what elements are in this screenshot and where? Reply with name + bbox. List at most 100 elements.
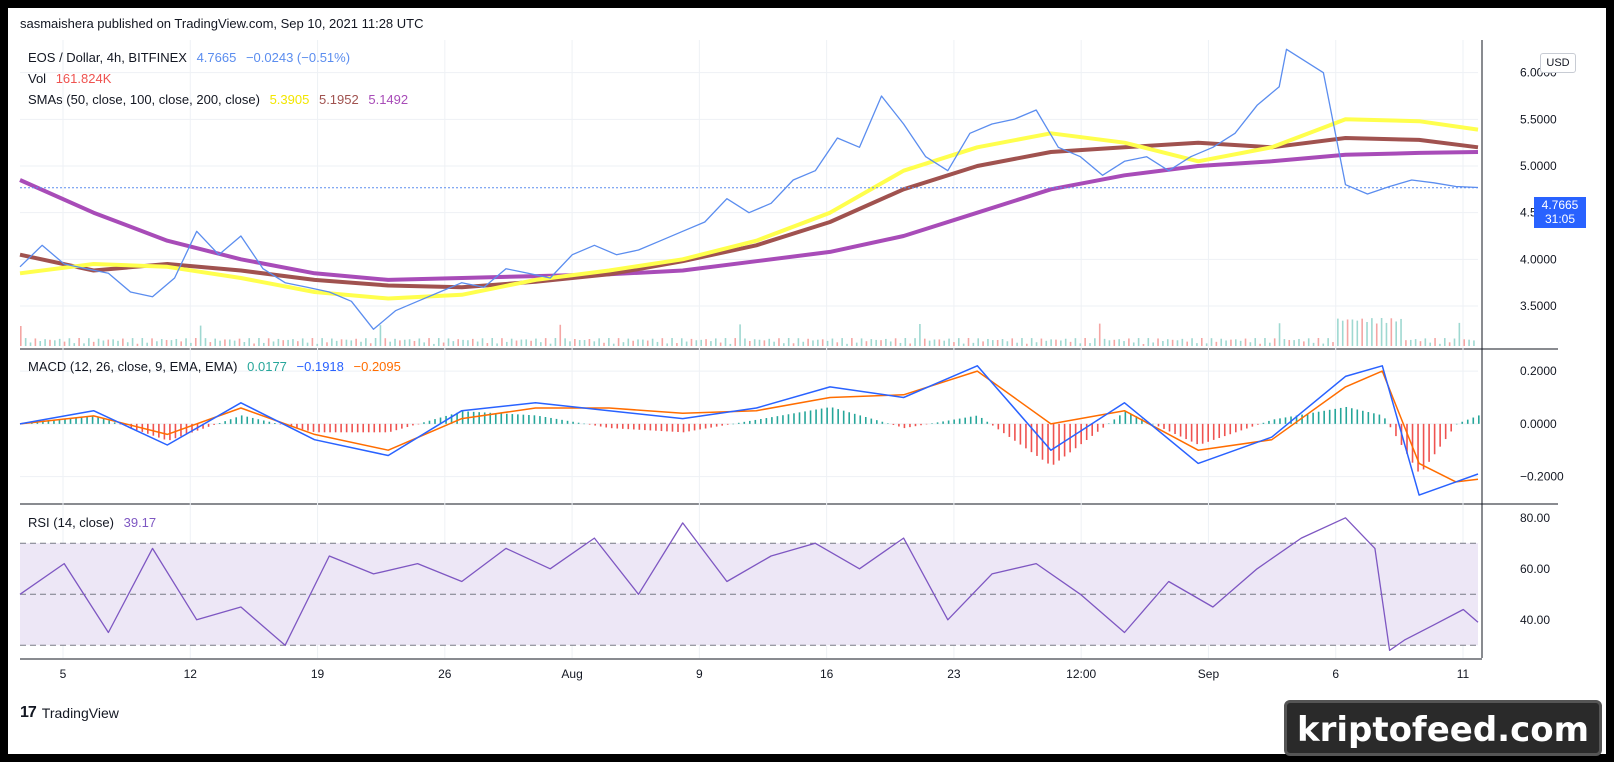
- volume-bar: [297, 341, 299, 346]
- macd-histogram-bar: [1389, 423, 1392, 428]
- macd-histogram-bar: [1433, 423, 1436, 455]
- macd-histogram-bar: [732, 423, 735, 425]
- volume-bar: [1448, 342, 1451, 346]
- macd-histogram-bar: [1030, 423, 1033, 453]
- volume-bar: [972, 342, 975, 346]
- macd-histogram-bar: [969, 416, 972, 424]
- macd-histogram-bar: [53, 420, 55, 424]
- macd-signal-line: [19, 370, 1479, 483]
- macd-histogram-bar: [561, 419, 563, 424]
- macd-histogram-bar: [544, 417, 547, 424]
- volume-bar: [612, 343, 615, 346]
- volume-bar: [598, 338, 600, 346]
- volume-bar: [360, 341, 362, 346]
- y-tick-label: 5.5000: [1520, 112, 1557, 126]
- macd-histogram-bar: [1036, 423, 1038, 456]
- volume-bar: [447, 338, 450, 346]
- macd-histogram-bar: [218, 423, 221, 424]
- currency-badge[interactable]: USD: [1540, 53, 1576, 73]
- volume-bar: [1269, 342, 1271, 346]
- volume-bar: [214, 338, 216, 346]
- macd-histogram-bar: [1328, 409, 1331, 424]
- volume-bar: [1429, 342, 1431, 346]
- volume-bar: [68, 338, 71, 346]
- volume-bar: [1021, 338, 1023, 346]
- volume-bar: [724, 338, 727, 346]
- volume-bar: [219, 340, 221, 346]
- volume-bar: [938, 339, 941, 346]
- macd-histogram-bar: [1196, 423, 1198, 445]
- volume-bar: [1016, 342, 1018, 346]
- y-tick-label: 0.0000: [1520, 417, 1557, 431]
- macd-histogram-bar: [1411, 423, 1414, 463]
- volume-bar: [1322, 343, 1325, 346]
- macd-histogram-bar: [1179, 423, 1182, 437]
- macd-histogram-bar: [158, 423, 160, 438]
- volume-bar: [1371, 318, 1373, 346]
- volume-bar: [29, 342, 32, 346]
- volume-bar: [875, 339, 877, 346]
- macd-histogram-bar: [456, 412, 458, 424]
- volume-bar: [136, 343, 139, 346]
- volume-bar: [1084, 338, 1086, 346]
- volume-bar: [1171, 339, 1174, 346]
- macd-histogram-bar: [80, 416, 83, 424]
- macd-histogram-bar: [428, 420, 431, 424]
- rsi-value: 39.17: [123, 515, 157, 530]
- volume-bar: [272, 341, 275, 346]
- volume-bar: [1001, 339, 1004, 346]
- macd-histogram-bar: [627, 423, 630, 430]
- volume-bar: [355, 338, 357, 346]
- macd-histogram-bar: [318, 423, 320, 433]
- macd-histogram-bar: [268, 421, 271, 424]
- volume-bar: [496, 343, 498, 346]
- macd-histogram-bar: [842, 410, 845, 424]
- macd-histogram-bar: [1378, 414, 1381, 424]
- macd-histogram-bar: [406, 423, 409, 428]
- macd-histogram-bar: [577, 422, 580, 424]
- volume-bar: [894, 338, 897, 346]
- macd-histogram-bar: [1130, 413, 1132, 424]
- volume-bar: [88, 338, 90, 346]
- macd-histogram-bar: [677, 423, 679, 432]
- volume-bar: [1176, 340, 1179, 346]
- macd-histogram-bar: [1091, 423, 1094, 436]
- macd-histogram-bar: [1257, 423, 1259, 425]
- macd-histogram-bar: [296, 423, 298, 429]
- macd-legend: MACD (12, 26, close, 9, EMA, EMA) 0.0177…: [28, 359, 407, 374]
- macd-histogram-bar: [638, 423, 641, 430]
- macd-histogram-bar: [721, 423, 723, 426]
- volume-bar: [253, 343, 255, 346]
- tradingview-logo[interactable]: 17 TradingView: [20, 704, 119, 722]
- macd-histogram-bar: [760, 419, 762, 424]
- volume-bar: [1118, 339, 1120, 346]
- volume-bar: [1064, 338, 1067, 346]
- price-tag-value: 4.7665: [1541, 198, 1579, 212]
- volume-bar: [564, 338, 566, 346]
- macd-histogram-bar: [108, 420, 110, 424]
- macd-histogram-bar: [323, 423, 326, 433]
- macd-histogram-bar: [522, 414, 525, 424]
- volume-bar: [987, 338, 989, 346]
- volume-bar: [160, 339, 163, 346]
- macd-histogram-bar: [1041, 423, 1044, 460]
- macd-histogram-bar: [395, 423, 398, 431]
- volume-bar: [714, 338, 717, 346]
- volume-bar: [306, 342, 309, 346]
- sma100-value: 5.1952: [318, 92, 359, 107]
- macd-histogram-bar: [362, 423, 365, 433]
- macd-histogram-bar: [1356, 409, 1359, 424]
- macd-histogram-bar: [837, 409, 839, 424]
- chart-canvas[interactable]: 5 12 19 26 Aug 9 16 23 12:00 Sep 6 11 3.5000 4.0000 4.…: [8, 8, 1606, 754]
- publisher-line: sasmaishera published on TradingView.com…: [20, 16, 424, 31]
- macd-histogram-bar: [1229, 423, 1232, 435]
- volume-bar: [1142, 343, 1145, 346]
- macd-histogram-bar: [793, 413, 795, 424]
- volume-bar: [923, 338, 926, 346]
- macd-histogram-bar: [588, 423, 591, 425]
- macd-histogram-bar: [1119, 415, 1121, 424]
- macd-histogram-bar: [240, 415, 243, 424]
- volume-bar: [1074, 338, 1077, 346]
- macd-histogram-bar: [58, 419, 61, 424]
- macd-histogram-bar: [1478, 415, 1480, 424]
